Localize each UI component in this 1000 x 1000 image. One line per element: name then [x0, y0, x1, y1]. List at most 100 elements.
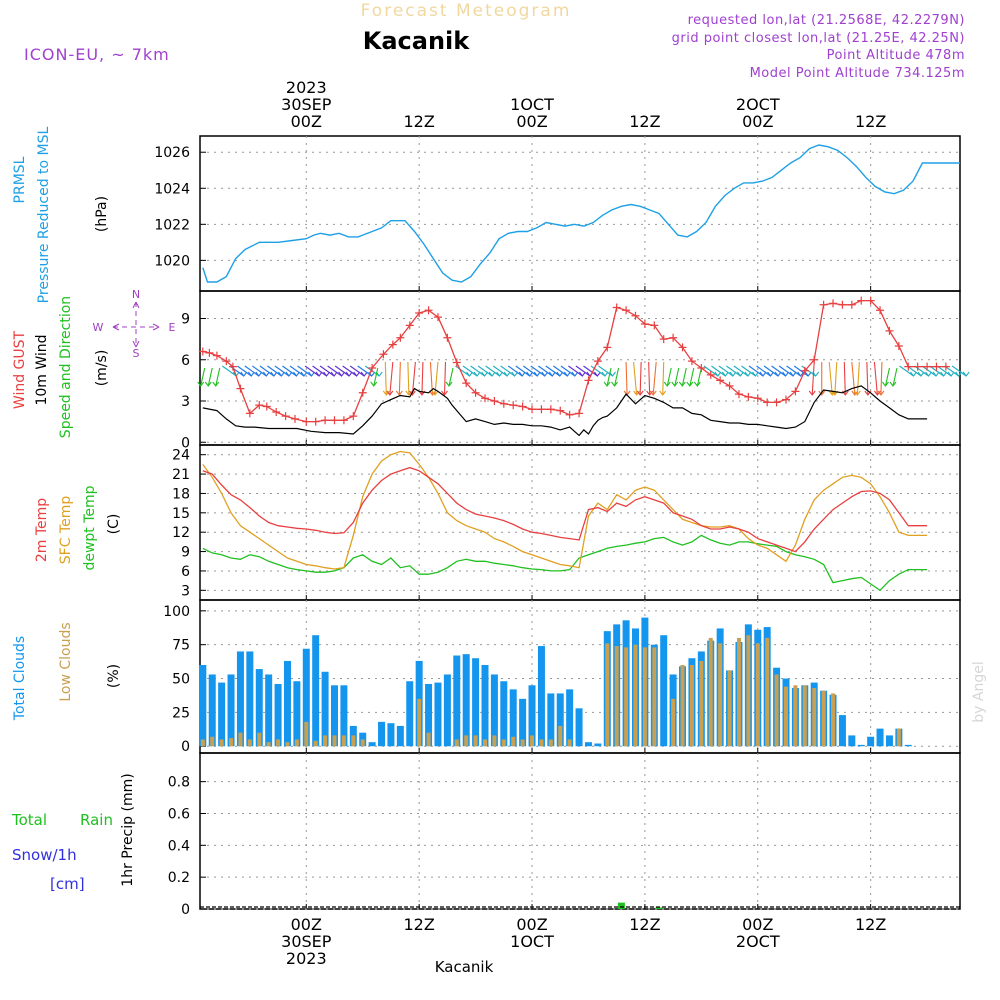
gust-marker	[281, 412, 290, 421]
gust-marker	[904, 362, 913, 371]
wind-arrowhead	[877, 390, 885, 396]
wind-arrowhead	[603, 381, 611, 387]
low-cloud-bar	[511, 736, 516, 747]
low-cloud-bar	[802, 685, 807, 747]
wind-arrowhead	[782, 371, 790, 377]
y-tick-label: 0	[181, 739, 190, 755]
total-cloud-bar	[236, 651, 244, 747]
wind-arrowhead	[323, 371, 331, 377]
low-cloud-bar	[294, 739, 299, 747]
low-cloud-bar	[821, 690, 826, 747]
top-time-label: 12Z	[403, 112, 434, 131]
compass-w: W	[93, 321, 104, 334]
total-cloud-bar	[255, 669, 263, 747]
wind-arrow	[568, 365, 583, 377]
wind-arrowhead	[578, 371, 586, 377]
gust-marker	[499, 399, 508, 408]
gust-marker	[810, 355, 819, 364]
wind-arrow	[553, 365, 568, 377]
dewpt-line	[202, 534, 928, 592]
wind-arrow	[200, 367, 206, 387]
total-cloud-bar	[453, 655, 461, 747]
low-cloud-bar	[812, 688, 817, 747]
wind-arrow	[207, 367, 213, 387]
gust-marker	[291, 414, 299, 423]
wind-arrowhead	[511, 371, 519, 377]
wind-arrow	[289, 365, 305, 377]
wind-arrow	[237, 365, 252, 377]
total-cloud-bar	[218, 682, 226, 747]
gust-marker	[565, 410, 574, 419]
total-cloud-bar	[331, 685, 339, 747]
wind-arrowhead	[386, 390, 394, 396]
low-cloud-bar	[624, 647, 629, 747]
precip-frame	[199, 752, 961, 910]
top-time-label: 2OCT	[736, 95, 780, 114]
wind-arrowhead	[204, 381, 212, 387]
wind-arrow	[545, 365, 561, 377]
wind-arrow	[530, 365, 546, 377]
wind-arrowhead	[736, 371, 744, 377]
wind-arrowhead	[853, 390, 861, 396]
wind-arrow	[726, 365, 741, 377]
low-cloud-bar	[473, 735, 478, 747]
wind-arrow	[666, 367, 672, 387]
gust-marker	[669, 333, 678, 342]
wind-arrowhead	[466, 371, 473, 377]
low-cloud-bar	[501, 739, 506, 747]
total-cloud-bar	[509, 689, 517, 747]
gust-marker	[744, 392, 753, 401]
bottom-time-label: 00Z	[291, 915, 322, 934]
wind-arrowhead	[649, 390, 657, 396]
wind-arrowhead	[925, 371, 932, 377]
wind-arrow	[590, 365, 606, 377]
wind-arrowhead	[395, 390, 403, 396]
wind-arrow	[929, 365, 944, 377]
wind-arrow	[221, 365, 237, 377]
gust-marker	[847, 300, 856, 309]
low-cloud-bar	[257, 732, 262, 747]
wind-arrow	[537, 365, 553, 377]
low-cloud-bar	[765, 637, 770, 747]
temperature-grid	[200, 445, 960, 600]
gust-marker	[800, 366, 809, 375]
clouds-y-ticks: 0 25 50 75 100	[163, 604, 190, 755]
wind-arrowhead	[353, 371, 361, 377]
wind-arrowhead	[315, 371, 323, 377]
wind-arrowhead	[556, 371, 564, 377]
wind-arrowhead	[594, 371, 601, 377]
temp-2m-line	[202, 466, 928, 553]
gust-marker	[415, 309, 424, 317]
wind-arrow	[492, 365, 508, 377]
wind-arrow	[811, 361, 815, 396]
total-cloud-bar	[378, 721, 386, 747]
y-tick-label: 6	[181, 564, 190, 580]
y-tick-label: 18	[172, 486, 190, 502]
low-cloud-bar	[426, 732, 431, 747]
wind-arrow	[389, 361, 394, 396]
low-cloud-bar	[417, 698, 422, 747]
wind-arrow	[711, 365, 726, 377]
wind-arrowhead	[609, 371, 616, 377]
total-cloud-bar	[500, 681, 508, 747]
low-cloud-bar	[483, 739, 487, 747]
gust-marker	[556, 406, 565, 415]
low-cloud-bar	[567, 739, 572, 747]
wind-label-10m: 10m Wind	[34, 334, 50, 405]
temperature-y-ticks: 3 6 9 12 15 18 21 24	[172, 448, 190, 600]
gust-marker	[857, 296, 866, 305]
low-cloud-bar	[605, 643, 610, 747]
wind-label-speed-dir: Speed and Direction	[58, 296, 74, 438]
wind-arrow	[633, 361, 638, 396]
compass-s: S	[133, 347, 140, 360]
wind-arrowhead	[729, 371, 737, 377]
wind-arrow	[267, 365, 282, 377]
wind-arrow	[507, 365, 523, 377]
wind-arrowhead	[611, 381, 619, 387]
wind-arrowhead	[601, 371, 609, 377]
gust-marker	[829, 299, 838, 308]
wind-arrow	[342, 365, 357, 377]
wind-arrow	[327, 365, 342, 377]
low-cloud-bar	[793, 685, 798, 747]
wind-arrowhead	[360, 371, 368, 377]
